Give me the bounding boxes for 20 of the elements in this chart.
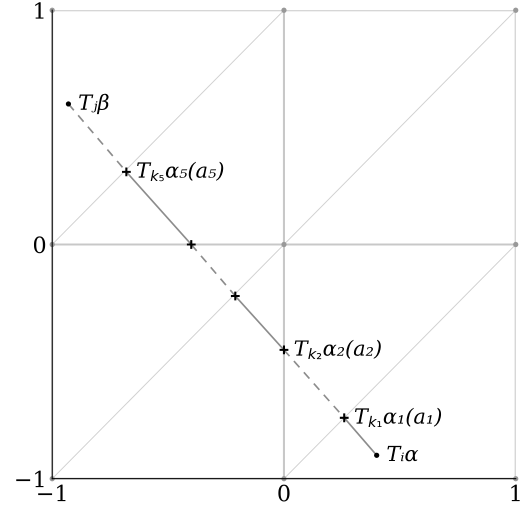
x-tick-label: 0 bbox=[278, 484, 290, 502]
y-tick-label: 0 bbox=[34, 236, 46, 254]
point bbox=[513, 8, 518, 13]
point bbox=[374, 452, 380, 458]
point bbox=[338, 412, 350, 424]
point bbox=[66, 101, 72, 107]
point bbox=[186, 239, 197, 250]
x-tick-label: 1 bbox=[511, 484, 520, 502]
point bbox=[281, 242, 287, 248]
annotation: T$_{k₁}$α₁(a₁) bbox=[354, 408, 442, 428]
y-tick-label: 1 bbox=[35, 2, 44, 19]
point bbox=[278, 344, 290, 356]
annotation: Tⱼβ bbox=[79, 94, 109, 114]
annotation: T$_{k₅}$α₅(a₅) bbox=[137, 162, 224, 182]
point bbox=[281, 8, 287, 13]
annotation: Tᵢα bbox=[387, 446, 418, 462]
point bbox=[230, 290, 241, 302]
point bbox=[120, 166, 132, 178]
point bbox=[513, 242, 518, 248]
annotation: T$_{k₂}$α₂(a₂) bbox=[294, 340, 381, 360]
